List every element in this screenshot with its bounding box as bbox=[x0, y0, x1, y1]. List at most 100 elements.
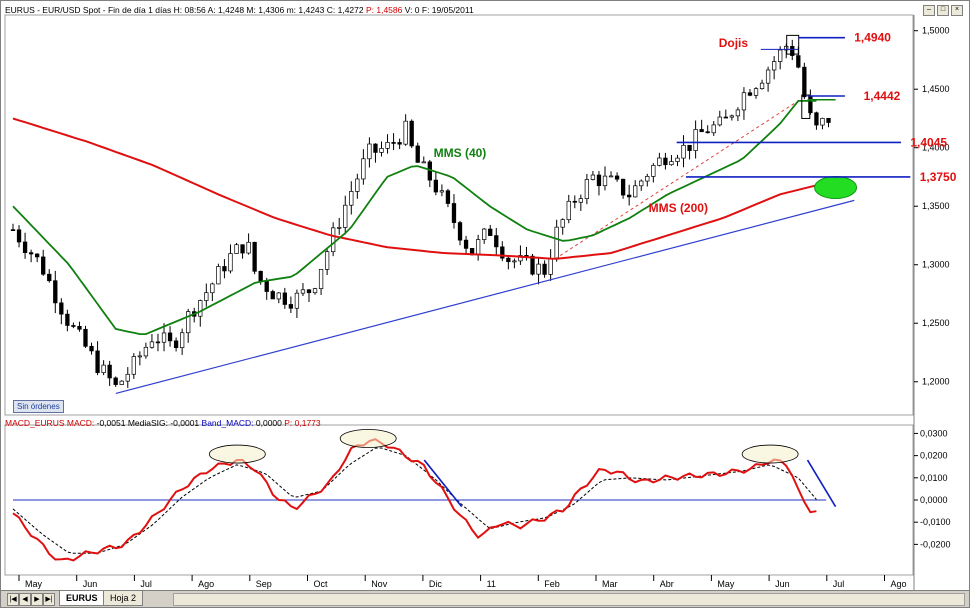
candle-body bbox=[71, 325, 76, 327]
candle bbox=[198, 299, 203, 327]
candle-body bbox=[155, 341, 161, 344]
price-tick-label: 1,3000 bbox=[922, 260, 950, 270]
candle bbox=[53, 270, 58, 314]
candle-body bbox=[373, 143, 378, 153]
candle-body bbox=[506, 257, 511, 263]
candle bbox=[620, 178, 626, 199]
candle-body bbox=[627, 194, 632, 198]
candle bbox=[627, 184, 632, 206]
candle-body bbox=[735, 109, 741, 117]
candle bbox=[590, 170, 596, 181]
candle-body bbox=[113, 377, 118, 385]
candle bbox=[759, 79, 765, 90]
candle bbox=[216, 263, 221, 285]
candle bbox=[802, 62, 807, 100]
candle-body bbox=[95, 350, 100, 373]
candle bbox=[735, 107, 741, 122]
macd-slope-line bbox=[806, 459, 837, 508]
next-sheet-icon[interactable]: ▶ bbox=[31, 593, 43, 606]
candle bbox=[131, 353, 136, 379]
candle bbox=[47, 269, 52, 283]
mms40-label: MMS (40) bbox=[434, 146, 487, 160]
candle bbox=[681, 135, 686, 168]
candle bbox=[397, 138, 402, 150]
orders-badge[interactable]: Sin órdenes bbox=[13, 400, 64, 413]
candle-body bbox=[475, 239, 481, 256]
price-tick-label: 1,2500 bbox=[922, 318, 950, 328]
candle-body bbox=[693, 129, 698, 151]
candle-body bbox=[270, 291, 275, 300]
candle-body bbox=[415, 145, 420, 163]
candle-body bbox=[204, 292, 209, 301]
candle-body bbox=[10, 229, 16, 231]
price-tick-label: 1,3500 bbox=[922, 201, 950, 211]
candle-body bbox=[759, 82, 765, 90]
month-label: Ago bbox=[891, 579, 907, 589]
candle-body bbox=[22, 241, 28, 253]
candle-body bbox=[729, 115, 735, 118]
tab-eurus[interactable]: EURUS bbox=[59, 591, 105, 606]
candle-body bbox=[639, 180, 644, 187]
candle-body bbox=[820, 117, 825, 126]
candle-body bbox=[276, 292, 281, 300]
candle bbox=[536, 257, 541, 285]
candle bbox=[234, 242, 239, 254]
dojis-label: Dojis bbox=[719, 36, 749, 50]
candle-body bbox=[403, 120, 408, 145]
last-sheet-icon[interactable]: ▶| bbox=[43, 593, 55, 606]
candle-body bbox=[747, 92, 753, 96]
candle bbox=[439, 184, 445, 197]
candle bbox=[820, 117, 825, 130]
candle bbox=[173, 337, 179, 352]
candle-body bbox=[796, 55, 801, 68]
candle bbox=[542, 260, 547, 278]
candle-body bbox=[457, 222, 463, 241]
candle bbox=[318, 269, 324, 295]
candle-body bbox=[717, 116, 722, 126]
candle-body bbox=[379, 148, 384, 153]
candle-body bbox=[445, 190, 451, 204]
mms200-line bbox=[12, 117, 829, 260]
candle bbox=[367, 137, 372, 168]
candle-body bbox=[282, 292, 287, 305]
candle-body bbox=[306, 289, 312, 294]
candle bbox=[28, 249, 34, 263]
candle bbox=[669, 155, 674, 166]
macd-part-4: 0,0000 bbox=[255, 418, 285, 428]
macd-part-2: -0,0051 MediaSIG: -0,0001 bbox=[96, 418, 202, 428]
candle bbox=[246, 233, 251, 255]
prev-sheet-icon[interactable]: ◀ bbox=[19, 593, 31, 606]
candle-body bbox=[337, 227, 342, 229]
candle bbox=[421, 156, 426, 164]
candle bbox=[270, 289, 275, 300]
candle-body bbox=[451, 203, 457, 223]
candle-body bbox=[608, 175, 614, 178]
candle-body bbox=[494, 235, 499, 248]
first-sheet-icon[interactable]: |◀ bbox=[7, 593, 19, 606]
horizontal-scrollbar[interactable] bbox=[173, 593, 965, 606]
doji-box bbox=[786, 34, 800, 55]
sheet-tab-bar: |◀ ◀ ▶ ▶| EURUS Hoja 2 bbox=[1, 590, 969, 607]
macd-tick-label: 0,0200 bbox=[920, 451, 948, 461]
candle bbox=[663, 152, 668, 170]
close-icon[interactable]: × bbox=[951, 5, 963, 16]
candle-body bbox=[723, 116, 728, 119]
month-label: Jul bbox=[140, 579, 152, 589]
candle-body bbox=[101, 364, 106, 373]
candle-body bbox=[542, 263, 547, 275]
candle-body bbox=[258, 270, 263, 282]
maximize-icon[interactable]: □ bbox=[937, 5, 949, 16]
candle-body bbox=[657, 157, 662, 166]
candle bbox=[179, 328, 185, 355]
tab-hoja-2[interactable]: Hoja 2 bbox=[103, 591, 144, 606]
candle-body bbox=[439, 190, 445, 193]
minimize-icon[interactable]: – bbox=[923, 5, 935, 16]
candle bbox=[65, 309, 70, 332]
candle-body bbox=[554, 226, 559, 260]
price-header: EURUS - EUR/USD Spot - Fin de día 1 días… bbox=[5, 4, 474, 16]
candle-body bbox=[512, 260, 517, 263]
candle bbox=[826, 117, 831, 128]
candle-body bbox=[16, 229, 22, 243]
candle bbox=[518, 245, 523, 265]
candle-body bbox=[584, 179, 590, 200]
